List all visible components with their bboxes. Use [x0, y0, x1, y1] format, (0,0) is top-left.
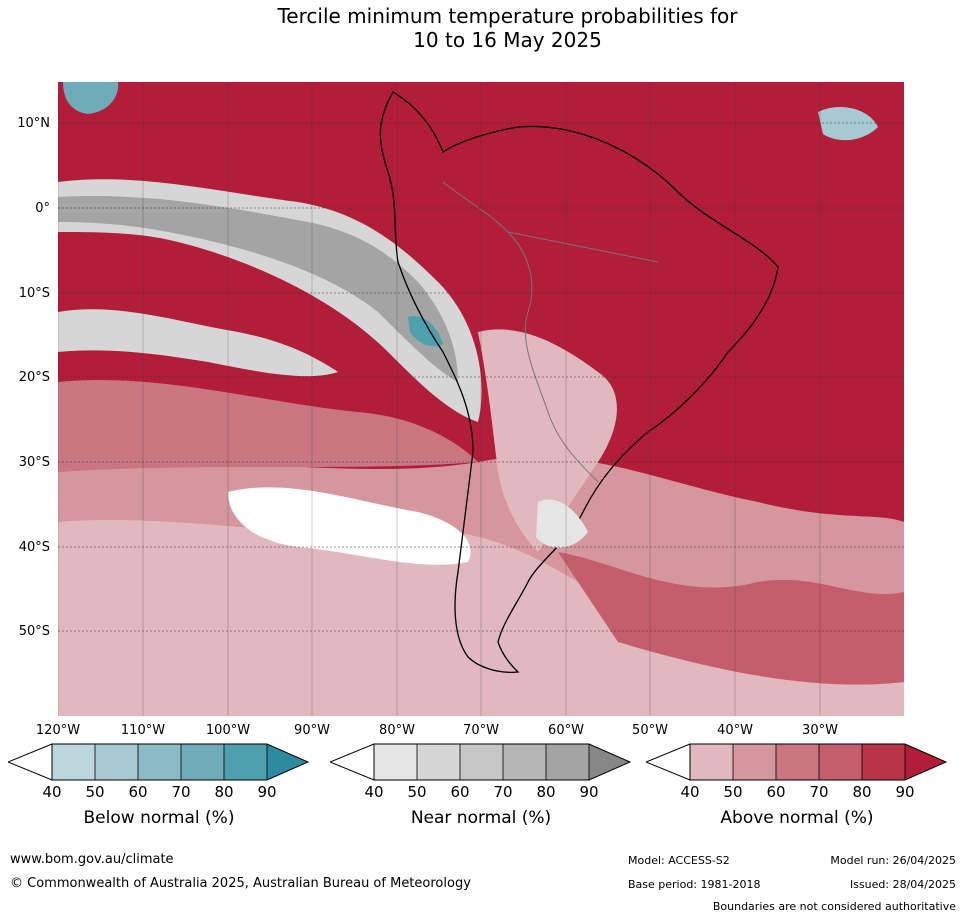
lat-label-10n: 10°N [17, 116, 50, 131]
region-near-west [58, 309, 338, 377]
map-title: Tercile minimum temperature probabilitie… [0, 4, 965, 52]
country-border-north [507, 231, 659, 263]
region-above-70-south [558, 552, 904, 685]
colorbar-above [646, 743, 948, 781]
footer-copyright: © Commonwealth of Australia 2025, Austra… [10, 876, 471, 891]
colorbar-below-title: Below normal (%) [83, 808, 235, 828]
cb-near-tick: 40 [364, 783, 384, 801]
footer-model: Model: ACCESS-S2 [628, 854, 730, 867]
lat-label-40s: 40°S [18, 540, 50, 555]
lat-label-30s: 30°S [18, 455, 50, 470]
cb-near-tick: 70 [493, 783, 513, 801]
region-continent-above-40 [478, 329, 617, 552]
lon-label-40w: 40°W [717, 723, 753, 738]
title-line-1: Tercile minimum temperature probabilitie… [277, 4, 738, 28]
cb-near-tick: 60 [450, 783, 470, 801]
cb-below-tick: 80 [214, 783, 234, 801]
lon-label-110w: 110°W [120, 723, 166, 738]
cb-below-tick: 60 [128, 783, 148, 801]
cb-above-tick: 40 [680, 783, 700, 801]
lon-label-100w: 100°W [205, 723, 251, 738]
cb-near-tick: 90 [579, 783, 599, 801]
region-below-atlantic [818, 107, 878, 141]
cb-above-tick: 60 [766, 783, 786, 801]
colorbar-above-title: Above normal (%) [720, 808, 874, 828]
cb-near-tick: 80 [536, 783, 556, 801]
footer-model-run: Model run: 26/04/2025 [830, 854, 956, 867]
cb-below-tick: 50 [85, 783, 105, 801]
cb-above-tick: 80 [852, 783, 872, 801]
lon-label-50w: 50°W [632, 723, 668, 738]
footer-base-period: Base period: 1981-2018 [628, 878, 761, 891]
cb-above-tick: 50 [723, 783, 743, 801]
lat-label-20s: 20°S [18, 370, 50, 385]
lat-label-50s: 50°S [18, 624, 50, 639]
region-no-signal [228, 487, 471, 565]
country-borders [442, 181, 599, 483]
cb-above-tick: 70 [809, 783, 829, 801]
south-america-coastline [379, 91, 779, 673]
title-line-2: 10 to 16 May 2025 [413, 28, 602, 52]
lon-label-120w: 120°W [35, 723, 81, 738]
footer-issued: Issued: 28/04/2025 [849, 878, 956, 891]
cb-below-tick: 90 [257, 783, 277, 801]
lat-label-10s: 10°S [18, 286, 50, 301]
lon-label-30w: 30°W [802, 723, 838, 738]
cb-near-tick: 50 [407, 783, 427, 801]
region-above-60 [58, 379, 478, 472]
colorbar-near [330, 743, 632, 781]
cb-below-tick: 40 [42, 783, 62, 801]
footer-website[interactable]: www.bom.gov.au/climate [10, 852, 174, 867]
probability-map [58, 82, 904, 716]
lon-label-90w: 90°W [294, 723, 330, 738]
lon-label-60w: 60°W [548, 723, 584, 738]
footer-disclaimer: Boundaries are not considered authoritat… [712, 900, 956, 913]
region-near-80 [58, 196, 458, 382]
map-svg [58, 82, 904, 716]
meridians [58, 82, 821, 716]
region-continent-near [536, 499, 588, 548]
region-below-north [63, 82, 119, 114]
cb-above-tick: 90 [895, 783, 915, 801]
colorbar-near-title: Near normal (%) [410, 808, 552, 828]
lat-label-0: 0° [35, 201, 50, 216]
cb-below-tick: 70 [171, 783, 191, 801]
colorbar-below [8, 743, 310, 781]
lon-label-80w: 80°W [379, 723, 415, 738]
lon-label-70w: 70°W [463, 723, 499, 738]
graticule [58, 122, 904, 632]
region-near-50 [58, 179, 482, 422]
